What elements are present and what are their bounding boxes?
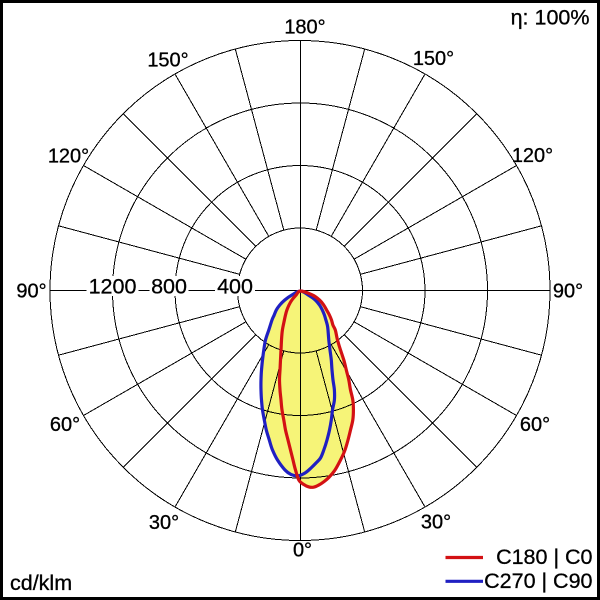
svg-text:C180 | C0: C180 | C0 — [496, 545, 592, 569]
svg-text:90°: 90° — [16, 281, 46, 303]
svg-text:30°: 30° — [421, 512, 451, 534]
svg-text:30°: 30° — [149, 512, 179, 534]
svg-text:η: 100%: η: 100% — [511, 6, 590, 30]
svg-text:150°: 150° — [413, 48, 454, 70]
svg-text:cd/klm: cd/klm — [10, 571, 72, 595]
svg-text:800: 800 — [151, 275, 187, 299]
svg-text:60°: 60° — [50, 414, 80, 436]
svg-text:120°: 120° — [512, 145, 553, 167]
svg-text:150°: 150° — [147, 50, 188, 72]
svg-text:0°: 0° — [293, 540, 312, 562]
svg-text:C270 | C90: C270 | C90 — [484, 569, 592, 593]
svg-text:90°: 90° — [553, 281, 583, 303]
svg-text:60°: 60° — [520, 414, 550, 436]
svg-text:120°: 120° — [48, 146, 89, 168]
svg-text:1200: 1200 — [89, 275, 137, 299]
svg-text:400: 400 — [217, 275, 253, 299]
svg-text:180°: 180° — [284, 17, 325, 39]
